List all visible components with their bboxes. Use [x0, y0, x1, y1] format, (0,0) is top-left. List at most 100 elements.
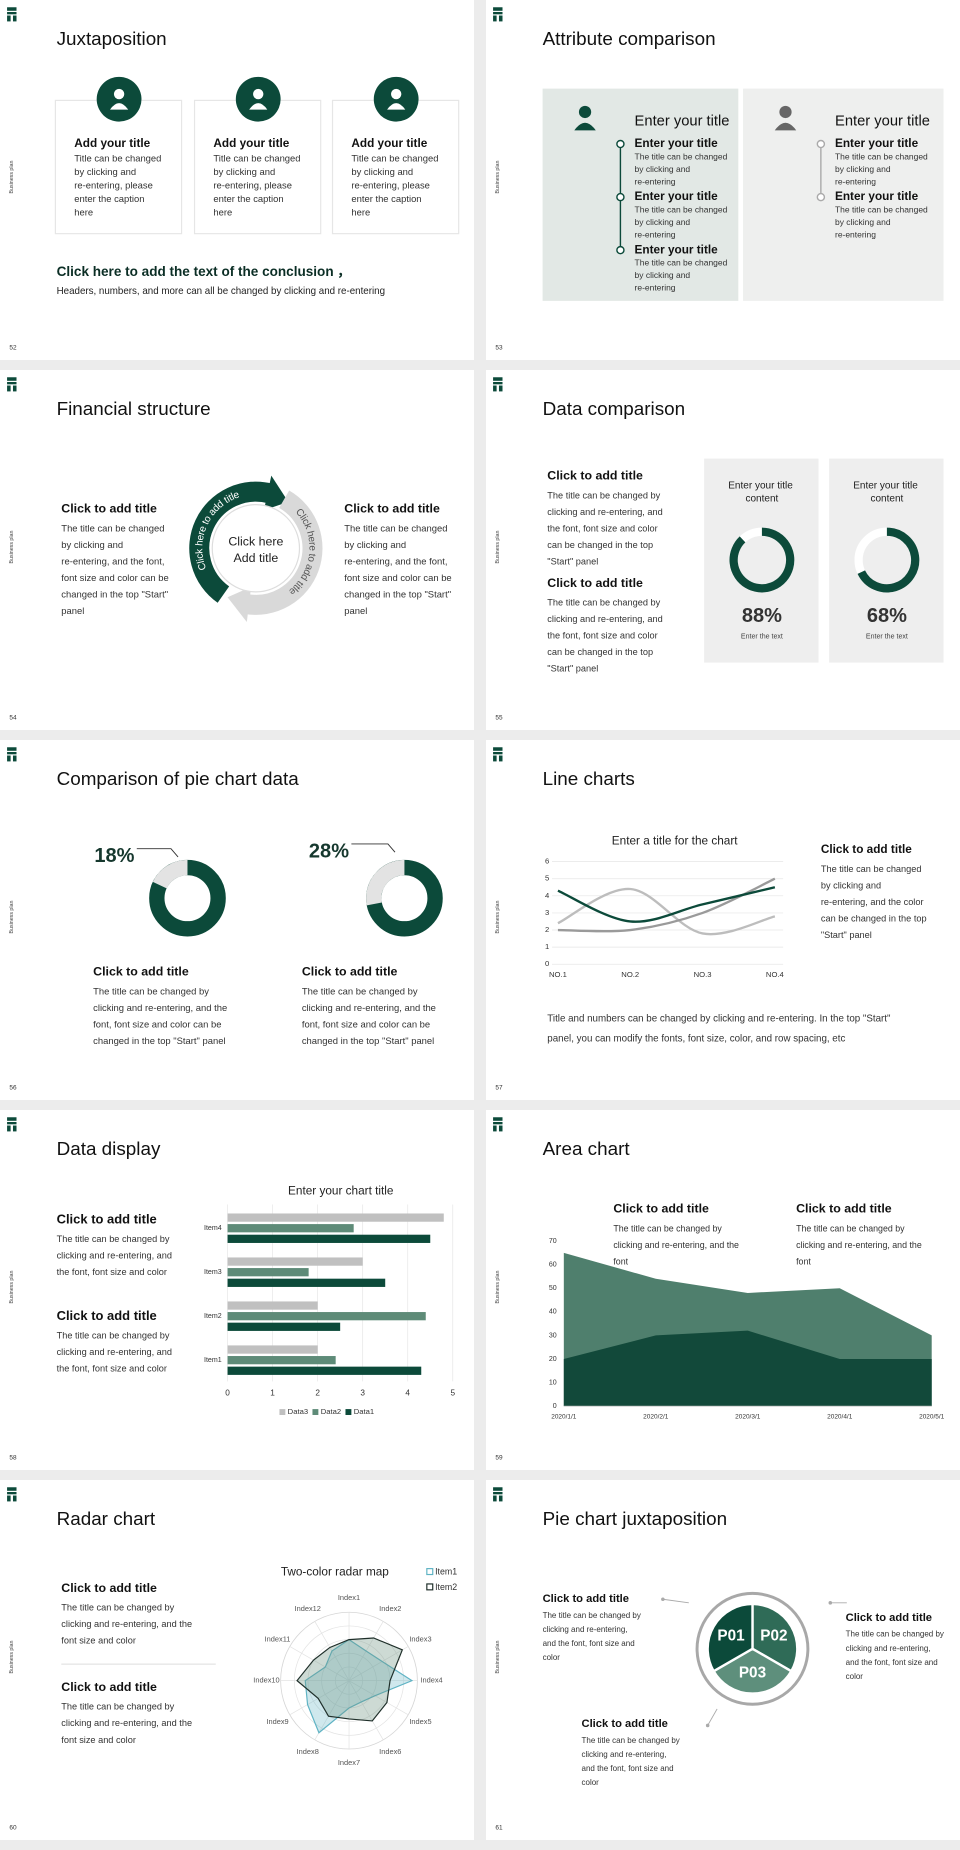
logo-part	[493, 15, 497, 22]
radar-label: Index2	[379, 1604, 401, 1613]
logo-part	[7, 11, 17, 15]
slide-canvas: Business plan 59 Area chart 0 10 20 30 40 50 60 70…	[493, 1117, 945, 1462]
x-tick-label: 5	[450, 1388, 455, 1397]
text-line: by clicking and	[835, 164, 893, 174]
slide: Business plan 59 Area chart 0 10 20 30 40 50 60 70…	[486, 1110, 960, 1470]
logo-part	[7, 15, 11, 22]
y-tick-label: 30	[549, 1332, 557, 1339]
logo	[493, 1117, 503, 1132]
text-line: by clicking and	[213, 166, 277, 177]
radar-series	[304, 1638, 414, 1734]
radar-label: Index7	[338, 1758, 360, 1767]
connector	[662, 1598, 689, 1604]
side-label: Business plan	[9, 1271, 15, 1304]
radar-label: Index9	[266, 1717, 288, 1726]
text-line: The title can be changed by	[547, 598, 662, 608]
block-title: Click to add title	[582, 1718, 668, 1730]
text-line: enter the caption	[213, 194, 286, 205]
text-line: The title can be changed	[61, 523, 167, 534]
paragraph: The title can be changed by clicking and…	[57, 1331, 175, 1374]
logo-part	[493, 1121, 503, 1125]
logo-part	[493, 755, 497, 762]
text-line: The title can be changed	[635, 258, 730, 268]
timeline-dot	[616, 192, 625, 202]
value-label: 68%	[867, 605, 907, 627]
legend-swatch	[312, 1409, 319, 1415]
y-tick-label: Item2	[204, 1313, 222, 1320]
arrow-head	[263, 475, 289, 511]
text-line: font size and color	[61, 1636, 136, 1646]
block-title: Click to add title	[61, 1680, 157, 1694]
y-tick-label: 0	[553, 1403, 557, 1410]
donut-arc	[366, 859, 405, 906]
conclusion-text: Headers, numbers, and more can all be ch…	[57, 286, 385, 297]
logo	[493, 747, 503, 762]
connector-dot	[661, 1597, 665, 1602]
logo-part	[493, 7, 503, 11]
text-line: clicking and re-entering, and the	[61, 1719, 194, 1729]
icon-body	[574, 122, 596, 131]
block-title: Click to add title	[344, 502, 440, 516]
timeline-dot	[616, 139, 625, 149]
x-tick-label: 2020/3/1	[735, 1413, 761, 1420]
conclusion-title: Click here to add the text of the conclu…	[57, 264, 351, 279]
card	[829, 458, 944, 663]
logo-part	[12, 385, 17, 392]
card	[331, 99, 460, 235]
text-line: can be changed in the top	[547, 648, 655, 658]
icon-body	[774, 122, 797, 131]
logo	[493, 1487, 503, 1502]
text-line: re-entering	[635, 283, 676, 293]
y-tick-label: 0	[545, 959, 549, 968]
text-line: clicking and re-entering,	[846, 1644, 933, 1653]
paragraph: Enter your title content	[853, 480, 920, 504]
block-title: Click to add title	[547, 576, 643, 590]
logo-part	[493, 1491, 503, 1495]
y-tick-label: 1	[545, 942, 549, 951]
text-line: re-entering	[635, 230, 676, 240]
paragraph: The title can be changed by clicking and…	[344, 523, 454, 617]
text-line: re-entering, and the color	[821, 897, 926, 907]
person-icon	[574, 105, 596, 131]
text-line: enter the caption	[74, 194, 147, 205]
chart-title: Enter a title for the chart	[612, 835, 738, 848]
text-line: Title and numbers can be changed by clic…	[547, 1013, 893, 1024]
chart-title: Enter your chart title	[288, 1185, 394, 1198]
card	[54, 99, 183, 235]
caption: Enter the text	[741, 634, 783, 641]
value-label: 88%	[742, 605, 782, 627]
side-label: Business plan	[9, 901, 15, 934]
legend-label: Data1	[354, 1407, 374, 1416]
logo-part	[498, 1495, 503, 1502]
text-line: by clicking and	[344, 539, 408, 550]
logo	[7, 7, 17, 22]
block-title: Click to add title	[821, 843, 912, 856]
connector-dot	[828, 1601, 833, 1605]
x-tick-label: 1	[270, 1388, 275, 1397]
text-line: by clicking and	[635, 164, 693, 174]
icon-circle	[96, 76, 142, 122]
logo-part	[7, 755, 11, 762]
logo-part	[7, 1487, 17, 1491]
block-title: Click to add title	[57, 1211, 157, 1226]
side-label: Business plan	[9, 161, 15, 194]
text-line: font	[796, 1257, 811, 1267]
timeline-dot	[816, 139, 826, 149]
text-line: re-entering, please	[213, 180, 294, 191]
radar-label: Index8	[297, 1747, 319, 1756]
logo-part	[493, 1487, 503, 1491]
radar-label: Index10	[253, 1676, 279, 1685]
slide-title: Juxtaposition	[57, 28, 167, 49]
person-icon	[774, 105, 797, 131]
x-tick-label: 2020/4/1	[827, 1413, 853, 1420]
paragraph: Title can be changed by clicking and re-…	[213, 153, 303, 218]
text-line: The title can be changed by	[543, 1611, 644, 1620]
slide-title: Radar chart	[57, 1508, 156, 1529]
y-tick-label: 70	[549, 1238, 557, 1245]
slide-title: Data display	[57, 1138, 161, 1159]
segment-label: P02	[760, 1627, 787, 1644]
x-tick-label: NO.2	[621, 970, 639, 979]
text-line: The title can be changed by	[582, 1736, 683, 1745]
text-line: clicking and re-entering, and the	[613, 1240, 741, 1250]
x-tick-label: 2	[315, 1388, 320, 1397]
